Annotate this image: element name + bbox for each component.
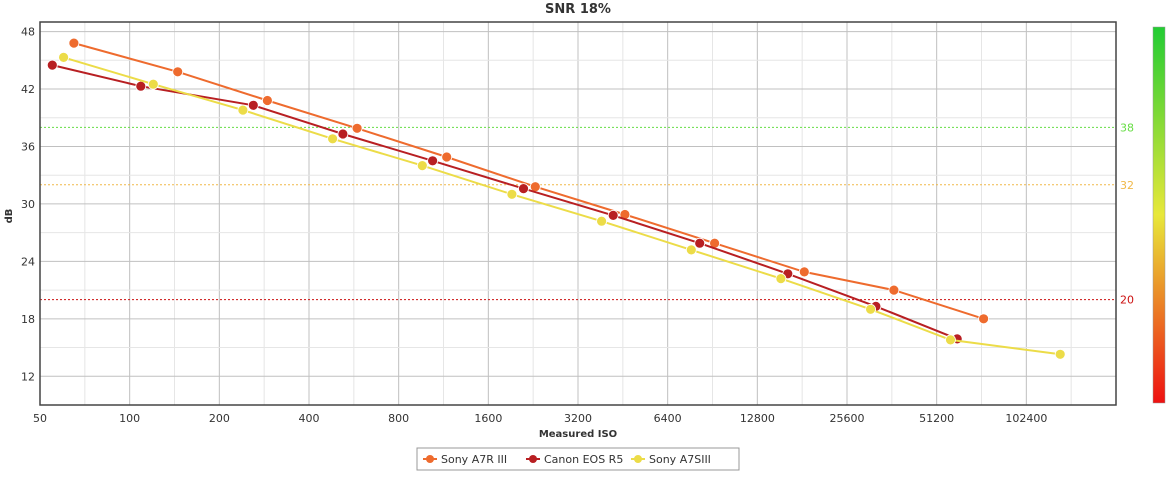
data-point — [337, 128, 349, 140]
reference-line-label: 32 — [1120, 179, 1134, 192]
reference-lines: 38 32 20 — [40, 121, 1134, 307]
x-tick-label: 25600 — [830, 412, 865, 425]
data-point — [775, 273, 787, 285]
plot-border — [39, 21, 1117, 406]
data-point — [978, 313, 989, 325]
legend[interactable]: Sony A7R III Canon EOS R5 Sony A7SIII — [416, 447, 740, 471]
x-tick-label: 50 — [33, 412, 47, 425]
legend-swatch-marker — [634, 455, 642, 463]
legend-swatch-marker — [426, 455, 434, 463]
series-layer — [46, 37, 1066, 360]
x-tick-label: 6400 — [654, 412, 682, 425]
data-point — [147, 78, 159, 90]
data-point — [865, 303, 876, 315]
x-tick-label: 102400 — [1005, 412, 1047, 425]
data-point — [427, 155, 439, 167]
x-tick-label: 200 — [209, 412, 230, 425]
color-scale-bar — [1152, 26, 1166, 404]
legend-label: Sony A7SIII — [649, 453, 711, 466]
data-point — [506, 188, 518, 200]
y-axis-label: dB — [4, 209, 15, 224]
series — [58, 52, 1066, 360]
data-point — [888, 284, 900, 296]
x-axis-label: Measured ISO — [539, 429, 617, 440]
data-point — [441, 151, 453, 163]
legend-label: Canon EOS R5 — [544, 453, 623, 466]
series-line — [63, 56, 1061, 356]
data-point — [416, 160, 428, 172]
legend-item: Sony A7SIII — [631, 453, 711, 466]
series — [68, 37, 989, 325]
data-point — [135, 80, 147, 92]
reference-line-label: 20 — [1120, 294, 1134, 307]
series — [46, 59, 963, 345]
chart-title: SNR 18% — [545, 2, 611, 17]
data-point — [694, 237, 706, 249]
data-point — [261, 95, 273, 106]
plot-frame — [39, 21, 1117, 406]
data-point — [58, 52, 69, 63]
legend-box — [416, 447, 740, 471]
data-point — [327, 133, 339, 145]
x-tick-label: 1600 — [474, 412, 502, 425]
legend-item: Canon EOS R5 — [526, 453, 623, 466]
y-tick-label: 36 — [21, 140, 35, 153]
data-point — [172, 66, 184, 78]
x-tick-label: 12800 — [740, 412, 775, 425]
data-point — [1054, 348, 1066, 360]
data-point — [351, 122, 363, 134]
legend-item: Sony A7R III — [423, 453, 507, 466]
data-point — [798, 266, 810, 278]
x-axis-ticks: 50 100 200 400 800 1600 3200 6400 12800 25600 5120… — [33, 412, 1047, 425]
y-tick-label: 48 — [21, 26, 35, 39]
x-tick-label: 51200 — [919, 412, 954, 425]
data-point — [46, 59, 58, 71]
y-tick-label: 12 — [21, 370, 35, 383]
legend-swatch-marker — [529, 455, 537, 463]
data-point — [596, 215, 607, 227]
data-point — [518, 183, 529, 195]
x-tick-label: 400 — [299, 412, 320, 425]
data-point — [945, 334, 956, 346]
data-point — [607, 209, 619, 221]
y-tick-label: 24 — [21, 255, 35, 268]
color-bar — [1152, 26, 1166, 404]
data-point — [237, 104, 249, 116]
y-tick-label: 42 — [21, 83, 35, 96]
y-axis-ticks: 12 18 24 30 36 42 48 — [21, 26, 35, 384]
y-tick-label: 18 — [21, 313, 35, 326]
grid — [39, 22, 1116, 406]
x-tick-label: 3200 — [564, 412, 592, 425]
y-tick-label: 30 — [21, 198, 35, 211]
data-point — [247, 99, 259, 111]
data-point — [68, 37, 80, 49]
x-tick-label: 100 — [119, 412, 140, 425]
data-point — [685, 244, 697, 256]
x-tick-label: 800 — [388, 412, 409, 425]
legend-label: Sony A7R III — [441, 453, 507, 466]
reference-line-label: 38 — [1120, 121, 1134, 134]
